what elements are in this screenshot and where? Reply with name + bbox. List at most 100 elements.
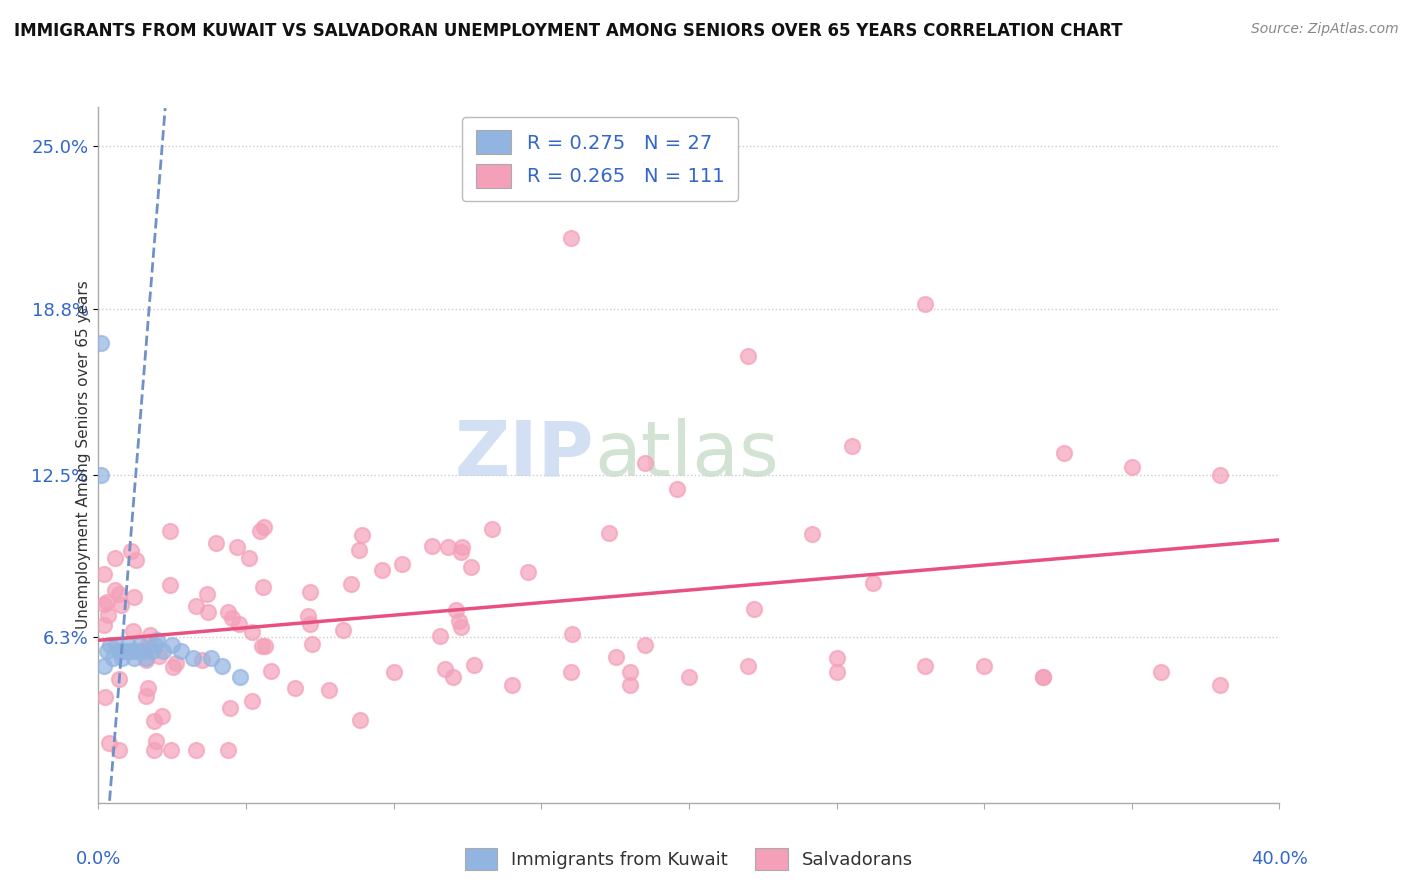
Point <box>825 651 848 665</box>
Point <box>108 643 131 657</box>
Point <box>666 483 689 497</box>
Point <box>150 708 173 723</box>
Point <box>93 659 115 673</box>
Point <box>204 536 226 550</box>
Text: ZIP: ZIP <box>456 418 595 491</box>
Text: 0.0%: 0.0% <box>76 850 121 868</box>
Point <box>162 660 184 674</box>
Point <box>1150 665 1173 679</box>
Point <box>973 659 995 673</box>
Point <box>93 597 115 611</box>
Point <box>165 656 187 670</box>
Point <box>211 659 233 673</box>
Point <box>451 540 474 554</box>
Point <box>450 620 472 634</box>
Point <box>349 713 371 727</box>
Point <box>229 670 252 684</box>
Point <box>125 553 148 567</box>
Point <box>152 643 174 657</box>
Point <box>128 638 150 652</box>
Point <box>90 467 112 482</box>
Point <box>332 623 354 637</box>
Point <box>441 670 464 684</box>
Point <box>249 524 271 539</box>
Point <box>560 231 582 245</box>
Point <box>98 638 121 652</box>
Point <box>93 618 115 632</box>
Point <box>1032 670 1054 684</box>
Point <box>217 605 239 619</box>
Text: atlas: atlas <box>595 418 779 491</box>
Point <box>382 665 405 679</box>
Legend: R = 0.275   N = 27, R = 0.265   N = 111: R = 0.275 N = 27, R = 0.265 N = 111 <box>463 117 738 202</box>
Point <box>218 700 240 714</box>
Point <box>159 524 181 539</box>
Point <box>186 599 208 614</box>
Point <box>240 694 263 708</box>
Text: IMMIGRANTS FROM KUWAIT VS SALVADORAN UNEMPLOYMENT AMONG SENIORS OVER 65 YEARS CO: IMMIGRANTS FROM KUWAIT VS SALVADORAN UNE… <box>14 22 1122 40</box>
Point <box>825 665 848 679</box>
Point <box>160 743 183 757</box>
Point <box>114 643 136 657</box>
Point <box>297 609 319 624</box>
Point <box>142 743 165 757</box>
Point <box>132 643 155 657</box>
Point <box>1209 678 1232 692</box>
Point <box>253 520 276 534</box>
Point <box>134 652 156 666</box>
Point <box>340 577 363 591</box>
Point <box>120 544 142 558</box>
Point <box>254 640 277 654</box>
Point <box>143 638 166 652</box>
Point <box>191 653 214 667</box>
Point <box>97 607 120 622</box>
Point <box>197 587 219 601</box>
Point <box>252 581 274 595</box>
Point <box>444 602 467 616</box>
Point <box>225 540 247 554</box>
Point <box>800 527 823 541</box>
Point <box>142 714 165 728</box>
Point <box>1209 467 1232 482</box>
Point <box>228 616 250 631</box>
Point <box>634 456 657 470</box>
Point <box>1052 446 1074 460</box>
Point <box>449 614 471 628</box>
Point <box>862 575 884 590</box>
Point <box>238 551 260 566</box>
Point <box>605 650 627 665</box>
Point <box>121 624 143 638</box>
Point <box>619 665 641 679</box>
Point <box>437 541 460 555</box>
Point <box>561 627 583 641</box>
Point <box>221 610 243 624</box>
Point <box>90 336 112 351</box>
Point <box>94 690 117 705</box>
Point <box>217 743 239 757</box>
Point <box>560 665 582 679</box>
Point <box>1032 670 1054 684</box>
Point <box>124 591 146 605</box>
Point <box>240 624 263 639</box>
Point <box>145 733 167 747</box>
Point <box>391 557 413 571</box>
Point <box>1121 459 1143 474</box>
Point <box>96 643 118 657</box>
Point <box>301 636 323 650</box>
Point <box>105 638 128 652</box>
Point <box>125 643 148 657</box>
Point <box>318 682 340 697</box>
Point <box>104 551 127 566</box>
Point <box>450 545 472 559</box>
Point <box>347 543 370 558</box>
Point <box>162 638 183 652</box>
Point <box>841 439 863 453</box>
Point <box>460 560 482 574</box>
Point <box>429 628 451 642</box>
Text: Source: ZipAtlas.com: Source: ZipAtlas.com <box>1251 22 1399 37</box>
Point <box>737 659 759 673</box>
Point <box>914 659 936 673</box>
Point <box>619 678 641 692</box>
Point <box>136 681 159 695</box>
Point <box>197 606 219 620</box>
